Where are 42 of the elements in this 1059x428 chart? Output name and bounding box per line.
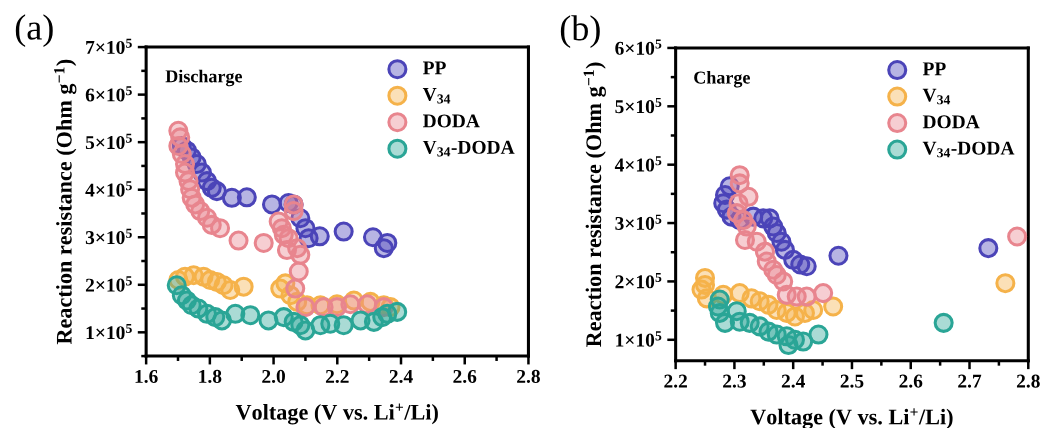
- x-axis-title: Voltage (V vs. Li$^{+}$/Li): [235, 403, 438, 425]
- x-tick-label: 2.2: [325, 369, 349, 384]
- legend-label: PP: [422, 61, 446, 75]
- y-tick-label: 3×10$^{5}$: [615, 214, 662, 230]
- y-tick-label: 4×10$^{5}$: [614, 156, 662, 172]
- y-tick-label: 3×10$^{5}$: [85, 228, 132, 245]
- legend-label: DODA: [922, 115, 980, 129]
- x-tick-label: 2.5: [840, 374, 864, 388]
- y-tick-label: 5×10$^{5}$: [615, 97, 662, 114]
- chart-title: (b): [560, 15, 600, 48]
- y-axis-title: Reaction resistance (Ohm g$^{−1}$): [54, 59, 77, 345]
- y-tick-label: 2×10$^{5}$: [85, 276, 132, 292]
- x-tick-label: 2.3: [723, 374, 746, 388]
- legend-label: V$_{34}$: [422, 87, 451, 104]
- x-tick-label: 2.2: [664, 374, 687, 388]
- legend-label: V$_{34}$: [922, 88, 951, 105]
- y-axis-title: Reaction resistance (Ohm g$^{−1}$): [583, 62, 606, 347]
- y-tick-label: 6×10$^{5}$: [615, 39, 662, 55]
- legend-label: V$_{34}$-DODA: [922, 141, 1015, 158]
- x-tick-label: 2.6: [899, 374, 923, 388]
- y-tick-label: 1×10$^{5}$: [86, 323, 132, 340]
- x-tick-label: 2.7: [958, 374, 982, 388]
- annotation: Charge: [694, 70, 750, 88]
- x-tick-label: 2.0: [262, 369, 285, 384]
- x-tick-label: 2.4: [781, 374, 805, 388]
- legend-label: V$_{34}$-DODA: [422, 140, 515, 157]
- legend-label: PP: [922, 62, 946, 76]
- y-tick-label: 5×10$^{5}$: [85, 133, 132, 150]
- x-tick-label: 2.4: [389, 369, 413, 384]
- x-tick-label: 2.6: [453, 369, 477, 384]
- x-tick-label: 1.8: [199, 369, 222, 384]
- y-tick-label: 4×10$^{5}$: [85, 181, 132, 197]
- x-tick-label: 1.6: [135, 369, 158, 384]
- annotation: Discharge: [165, 69, 243, 87]
- y-tick-label: 2×10$^{5}$: [615, 273, 662, 289]
- x-tick-label: 2.8: [1016, 374, 1040, 388]
- y-tick-label: 7×10$^{5}$: [86, 38, 132, 55]
- x-tick-label: 2.8: [517, 369, 540, 384]
- y-tick-label: 1×10$^{5}$: [616, 331, 662, 347]
- chart-title: (a): [15, 14, 53, 48]
- legend-label: DODA: [423, 114, 480, 128]
- y-tick-label: 6×10$^{5}$: [85, 86, 132, 102]
